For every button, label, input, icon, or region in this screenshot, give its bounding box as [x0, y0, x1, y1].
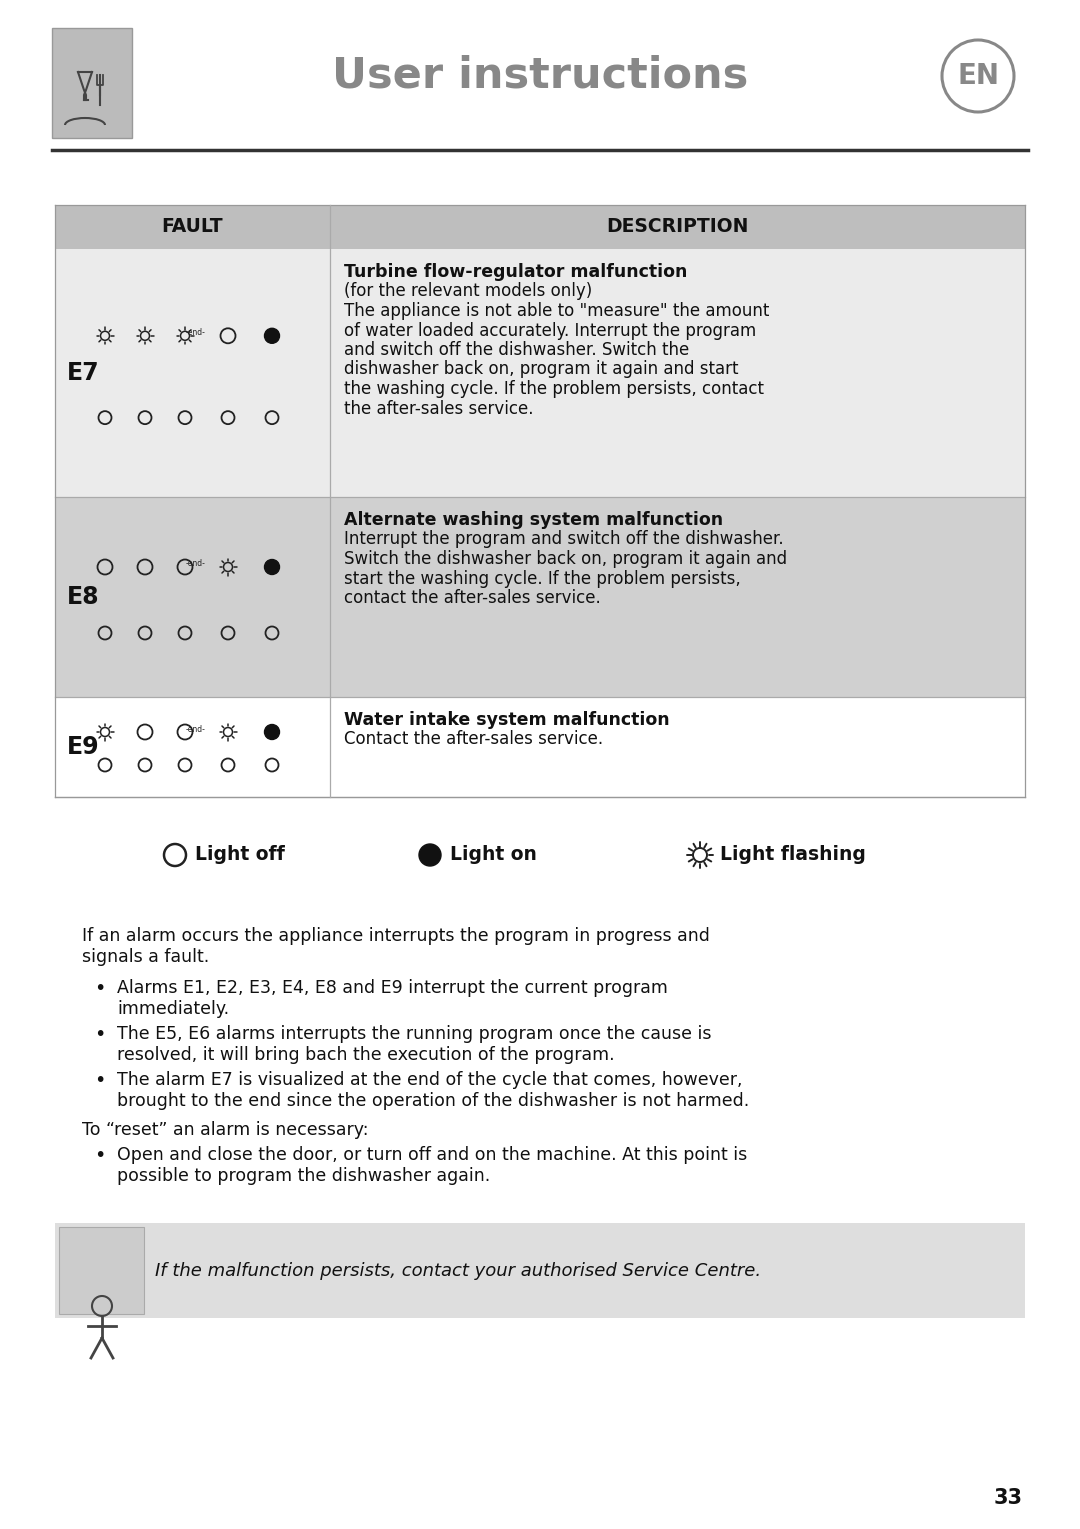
Text: contact the after-sales service.: contact the after-sales service.	[345, 589, 600, 607]
Bar	[55, 697, 1025, 797]
Text: -end-: -end-	[186, 560, 206, 569]
Text: of water loaded accurately. Interrupt the program: of water loaded accurately. Interrupt th…	[345, 321, 756, 339]
Text: To “reset” an alarm is necessary:: To “reset” an alarm is necessary:	[82, 1121, 368, 1139]
Text: •: •	[94, 1147, 106, 1165]
Bar	[59, 1226, 144, 1313]
Text: •: •	[94, 1024, 106, 1044]
Text: (for the relevant models only): (for the relevant models only)	[345, 283, 592, 301]
Text: signals a fault.: signals a fault.	[82, 948, 210, 966]
Text: Open and close the door, or turn off and on the machine. At this point is: Open and close the door, or turn off and…	[117, 1147, 747, 1164]
Circle shape	[419, 844, 441, 865]
Text: E8: E8	[67, 586, 99, 609]
Text: User instructions: User instructions	[332, 54, 748, 96]
Text: and switch off the dishwasher. Switch the: and switch off the dishwasher. Switch th…	[345, 341, 689, 359]
Text: Light flashing: Light flashing	[720, 846, 866, 864]
Text: start the washing cycle. If the problem persists,: start the washing cycle. If the problem …	[345, 569, 741, 587]
Text: 33: 33	[994, 1488, 1023, 1508]
Text: E9: E9	[67, 735, 99, 758]
Bar	[52, 28, 132, 138]
Text: dishwasher back on, program it again and start: dishwasher back on, program it again and…	[345, 361, 739, 379]
Text: the after-sales service.: the after-sales service.	[345, 399, 534, 417]
Text: the washing cycle. If the problem persists, contact: the washing cycle. If the problem persis…	[345, 381, 764, 398]
Text: Interrupt the program and switch off the dishwasher.: Interrupt the program and switch off the…	[345, 531, 784, 549]
Text: Alternate washing system malfunction: Alternate washing system malfunction	[345, 511, 724, 529]
Text: -end-: -end-	[186, 725, 206, 734]
Text: Light off: Light off	[195, 846, 285, 864]
Text: •: •	[94, 979, 106, 998]
Text: -end-: -end-	[186, 329, 206, 338]
Text: The appliance is not able to "measure" the amount: The appliance is not able to "measure" t…	[345, 303, 769, 320]
Text: Turbine flow-regulator malfunction: Turbine flow-regulator malfunction	[345, 263, 687, 281]
Text: immediately.: immediately.	[117, 1000, 229, 1018]
Text: The E5, E6 alarms interrupts the running program once the cause is: The E5, E6 alarms interrupts the running…	[117, 1024, 712, 1043]
Circle shape	[265, 725, 280, 740]
Text: •: •	[94, 1070, 106, 1090]
Bar	[55, 497, 1025, 697]
Text: Contact the after-sales service.: Contact the after-sales service.	[345, 731, 603, 749]
Text: E7: E7	[67, 361, 99, 385]
Circle shape	[265, 329, 280, 344]
Text: Water intake system malfunction: Water intake system malfunction	[345, 711, 670, 729]
Text: resolved, it will bring bach the execution of the program.: resolved, it will bring bach the executi…	[117, 1046, 615, 1064]
Text: EN: EN	[957, 63, 999, 90]
Text: If an alarm occurs the appliance interrupts the program in progress and: If an alarm occurs the appliance interru…	[82, 927, 710, 945]
Text: The alarm E7 is visualized at the end of the cycle that comes, however,: The alarm E7 is visualized at the end of…	[117, 1070, 743, 1089]
Bar	[55, 249, 1025, 497]
Bar	[55, 205, 1025, 249]
Text: DESCRIPTION: DESCRIPTION	[606, 217, 748, 237]
Bar	[55, 1223, 1025, 1318]
Text: brought to the end since the operation of the dishwasher is not harmed.: brought to the end since the operation o…	[117, 1092, 750, 1110]
Text: possible to program the dishwasher again.: possible to program the dishwasher again…	[117, 1167, 490, 1185]
Text: If the malfunction persists, contact your authorised Service Centre.: If the malfunction persists, contact you…	[156, 1261, 761, 1280]
Text: Switch the dishwasher back on, program it again and: Switch the dishwasher back on, program i…	[345, 550, 787, 567]
Text: Alarms E1, E2, E3, E4, E8 and E9 interrupt the current program: Alarms E1, E2, E3, E4, E8 and E9 interru…	[117, 979, 667, 997]
Circle shape	[265, 560, 280, 575]
Text: Light on: Light on	[450, 846, 537, 864]
Text: FAULT: FAULT	[162, 217, 224, 237]
